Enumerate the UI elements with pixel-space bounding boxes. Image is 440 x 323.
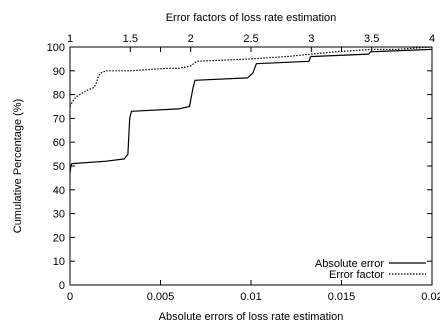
x-axis-title-top: Error factors of loss rate estimation: [166, 12, 337, 24]
x-tick-label: 0: [67, 291, 73, 303]
y-tick-label: 100: [47, 42, 65, 54]
x-tick-label: 0.01: [240, 291, 261, 303]
x-tick-label: 0.02: [421, 291, 440, 303]
y-tick-label: 10: [53, 256, 65, 268]
x2-tick-label: 2: [188, 33, 194, 45]
legend-label: Absolute error: [315, 258, 384, 270]
y-tick-label: 20: [53, 232, 65, 244]
series-line-error-factor: [69, 46, 433, 107]
x-tick-label: 0.015: [328, 291, 356, 303]
x2-tick-label: 1.5: [123, 33, 138, 45]
x2-tick-label: 4: [429, 33, 435, 45]
y-tick-label: 30: [53, 209, 65, 221]
y-tick-label: 60: [53, 137, 65, 149]
x-axis-bottom: 0 0.005 0.01 0.015 0.02: [67, 47, 440, 303]
y-tick-label: 80: [53, 90, 65, 102]
y-tick-label: 70: [53, 113, 65, 125]
y-tick-label: 50: [53, 161, 65, 173]
x2-tick-label: 2.5: [243, 33, 258, 45]
y-axis-title: Cumulative Percentage (%): [12, 99, 24, 234]
legend-label: Error factor: [329, 269, 384, 281]
x2-tick-label: 3.5: [364, 33, 379, 45]
series-line-absolute-error: [69, 48, 433, 174]
y-tick-label: 90: [53, 66, 65, 78]
plot-frame: [69, 46, 433, 286]
y-tick-label: 40: [53, 185, 65, 197]
x2-tick-label: 1: [67, 33, 73, 45]
x-axis-title-bottom: Absolute errors of loss rate estimation: [159, 311, 344, 323]
x2-tick-label: 3: [308, 33, 314, 45]
y-axis: 0 10 20 30 40 50 60 70 80 90 100: [47, 42, 432, 292]
series-layer: [69, 46, 433, 174]
x-tick-label: 0.005: [147, 291, 175, 303]
y-tick-label: 0: [59, 280, 65, 292]
x-axis-top: 1 1.5 2 2.5 3 3.5 4: [67, 33, 435, 52]
